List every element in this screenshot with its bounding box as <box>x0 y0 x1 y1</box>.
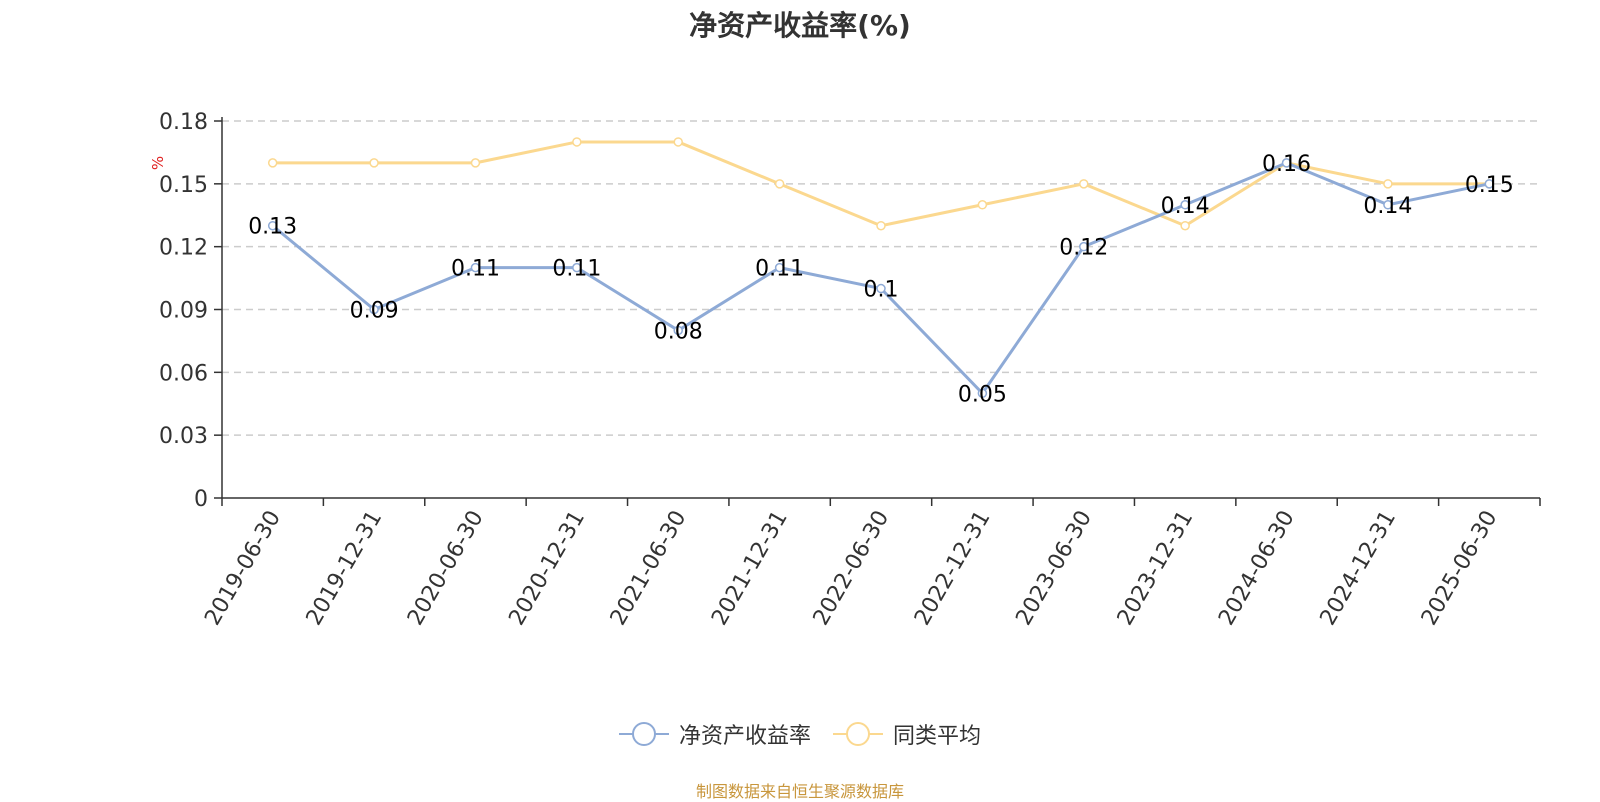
data-point-average <box>470 158 481 168</box>
data-label: 0.13 <box>248 215 297 240</box>
data-point-average <box>572 137 582 147</box>
x-tick-label: 2023-12-31 <box>1113 507 1199 630</box>
x-tick-label: 2021-06-30 <box>606 507 692 630</box>
x-tick-label: 2020-06-30 <box>403 507 489 630</box>
data-label: 0.16 <box>1262 152 1311 177</box>
x-tick-label: 2021-12-31 <box>707 507 793 630</box>
data-label: 0.09 <box>350 299 399 324</box>
data-label: 0.14 <box>1363 194 1412 219</box>
data-point-roe <box>876 283 886 294</box>
data-point-average <box>1079 179 1089 189</box>
y-tick-label: 0.15 <box>159 173 208 198</box>
data-point-roe <box>1180 200 1190 210</box>
x-tick-label: 2024-12-31 <box>1316 507 1402 630</box>
data-point-roe <box>572 262 582 273</box>
y-tick-label: 0.06 <box>159 361 208 386</box>
data-labels: 0.13 0.09 0.11 0.11 0.08 0.11 0.1 0.05 0.12 0.14 0… <box>248 152 1514 407</box>
data-label: 0.12 <box>1059 236 1108 261</box>
data-point-roe <box>673 325 683 336</box>
data-label: 0.11 <box>755 257 804 282</box>
source-note: 制图数据来自恒生聚源数据库 <box>695 782 904 801</box>
y-tick-label: 0.03 <box>159 424 208 449</box>
x-tick-label: 2019-06-30 <box>200 507 286 630</box>
legend-swatch-roe <box>618 722 669 746</box>
data-point-roe <box>1281 158 1292 168</box>
legend-item-average[interactable]: 同类平均 <box>833 718 981 750</box>
data-label: 0.11 <box>451 257 500 282</box>
data-point-average <box>1383 179 1393 189</box>
legend: 净资产收益率 同类平均 <box>0 718 1600 750</box>
legend-label-average: 同类平均 <box>893 724 982 749</box>
data-point-average <box>673 137 683 147</box>
data-point-average <box>369 158 379 168</box>
x-tick-label: 2023-06-30 <box>1011 507 1097 630</box>
x-tick-label: 2025-06-30 <box>1417 507 1503 630</box>
data-label: 0.1 <box>864 278 899 303</box>
chart-title: 净资产收益率(%) <box>689 9 911 42</box>
x-tick-label: 2020-12-31 <box>504 507 590 630</box>
data-label: 0.15 <box>1465 173 1514 198</box>
x-tick-label: 2019-12-31 <box>302 507 388 630</box>
line-chart: 0 0.03 0.06 0.09 0.12 0.15 0.18% 2019-06-30 2019… <box>149 110 1541 630</box>
data-point-average <box>774 179 785 189</box>
y-tick-label: 0.18 <box>159 110 208 135</box>
series-lines <box>267 137 1495 399</box>
data-point-roe <box>1484 179 1495 189</box>
data-point-roe <box>267 220 278 231</box>
data-point-roe <box>977 388 988 399</box>
data-point-average <box>267 158 278 168</box>
y-axis-unit: % <box>149 156 167 170</box>
legend-item-roe[interactable]: 净资产收益率 <box>618 718 811 750</box>
data-label: 0.08 <box>654 319 703 344</box>
grid-lines <box>222 120 1540 436</box>
x-tick-label: 2022-12-31 <box>910 507 996 630</box>
x-tick-label: 2022-06-30 <box>809 507 895 630</box>
legend-swatch-average <box>833 722 883 746</box>
y-tick-label: 0.09 <box>159 299 208 324</box>
data-label: 0.14 <box>1161 194 1210 219</box>
data-point-roe <box>470 262 481 273</box>
data-point-roe <box>369 304 379 315</box>
axes: 0 0.03 0.06 0.09 0.12 0.15 0.18% 2019-06-30 2019… <box>149 110 1541 630</box>
y-tick-label: 0.12 <box>159 236 208 261</box>
data-point-roe <box>1383 200 1393 210</box>
data-point-roe <box>1079 241 1089 252</box>
data-point-average <box>876 220 886 231</box>
data-label: 0.05 <box>958 382 1007 407</box>
x-tick-label: 2024-06-30 <box>1214 507 1300 630</box>
data-point-average <box>1180 220 1190 231</box>
data-point-roe <box>774 262 785 273</box>
data-point-average <box>977 200 988 210</box>
y-tick-label: 0 <box>194 487 208 512</box>
legend-label-roe: 净资产收益率 <box>678 724 811 749</box>
data-label: 0.11 <box>552 257 601 282</box>
